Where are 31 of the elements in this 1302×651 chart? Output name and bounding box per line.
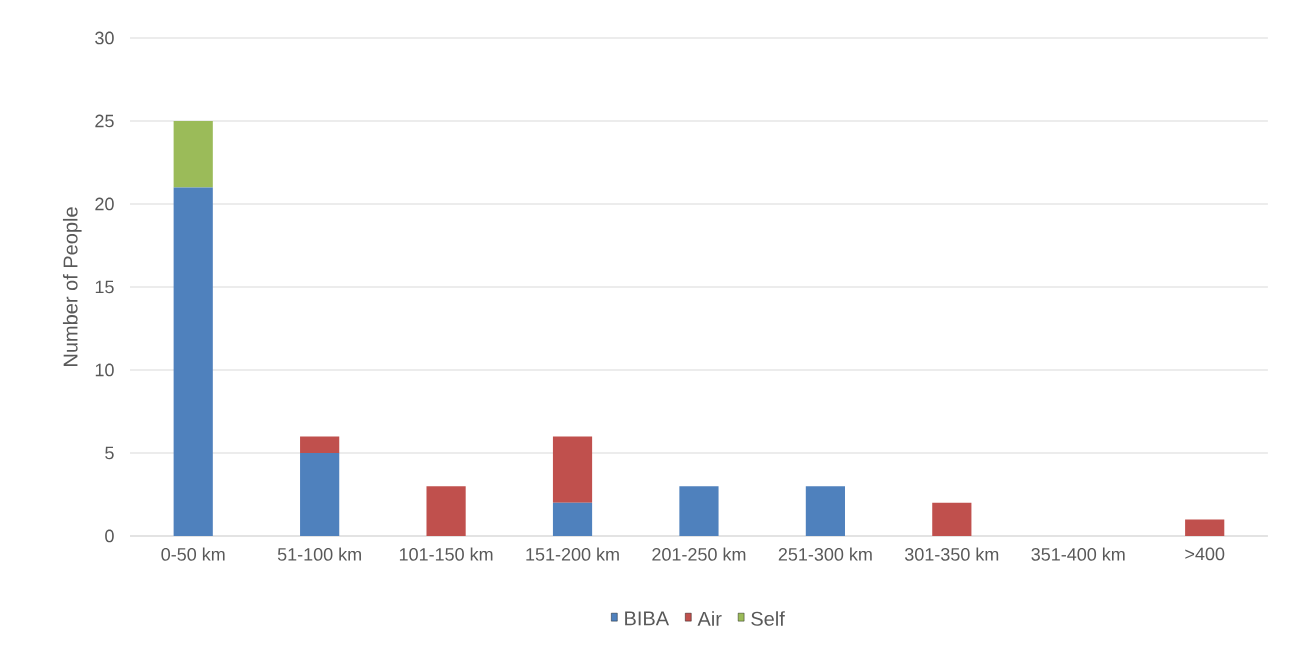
bar bbox=[426, 486, 466, 536]
y-axis-title: Number of People bbox=[62, 207, 82, 366]
x-tick-label: 101-150 km bbox=[399, 547, 493, 561]
legend-label: Air bbox=[697, 611, 722, 626]
bar bbox=[300, 436, 340, 453]
legend-label: Self bbox=[751, 611, 785, 626]
y-tick-label: 30 bbox=[95, 31, 114, 45]
bar bbox=[932, 502, 972, 536]
x-tick-label: 201-250 km bbox=[652, 547, 746, 561]
y-tick-label: 0 bbox=[105, 529, 114, 543]
bar bbox=[300, 453, 340, 536]
x-tick-label: 301-350 km bbox=[904, 547, 999, 561]
bar bbox=[173, 121, 213, 188]
x-tick-label: 51-100 km bbox=[277, 547, 361, 561]
y-tick-label: 15 bbox=[95, 280, 114, 294]
bar bbox=[679, 486, 719, 536]
y-tick-label: 25 bbox=[95, 114, 114, 128]
bar bbox=[805, 486, 845, 536]
x-tick-label: 351-400 km bbox=[1031, 547, 1125, 561]
x-tick-label: >400 bbox=[1185, 547, 1225, 561]
y-tick-label: 20 bbox=[95, 197, 114, 211]
bar bbox=[552, 502, 593, 536]
legend-label: BIBA bbox=[625, 611, 670, 626]
bar bbox=[1185, 519, 1225, 536]
bar bbox=[173, 187, 213, 536]
bar bbox=[552, 436, 593, 503]
x-tick-label: 0-50 km bbox=[161, 547, 225, 561]
y-tick-label: 5 bbox=[105, 446, 114, 460]
y-tick-label: 10 bbox=[95, 363, 114, 377]
x-tick-label: 151-200 km bbox=[526, 547, 619, 561]
x-tick-label: 251-300 km bbox=[778, 547, 872, 561]
